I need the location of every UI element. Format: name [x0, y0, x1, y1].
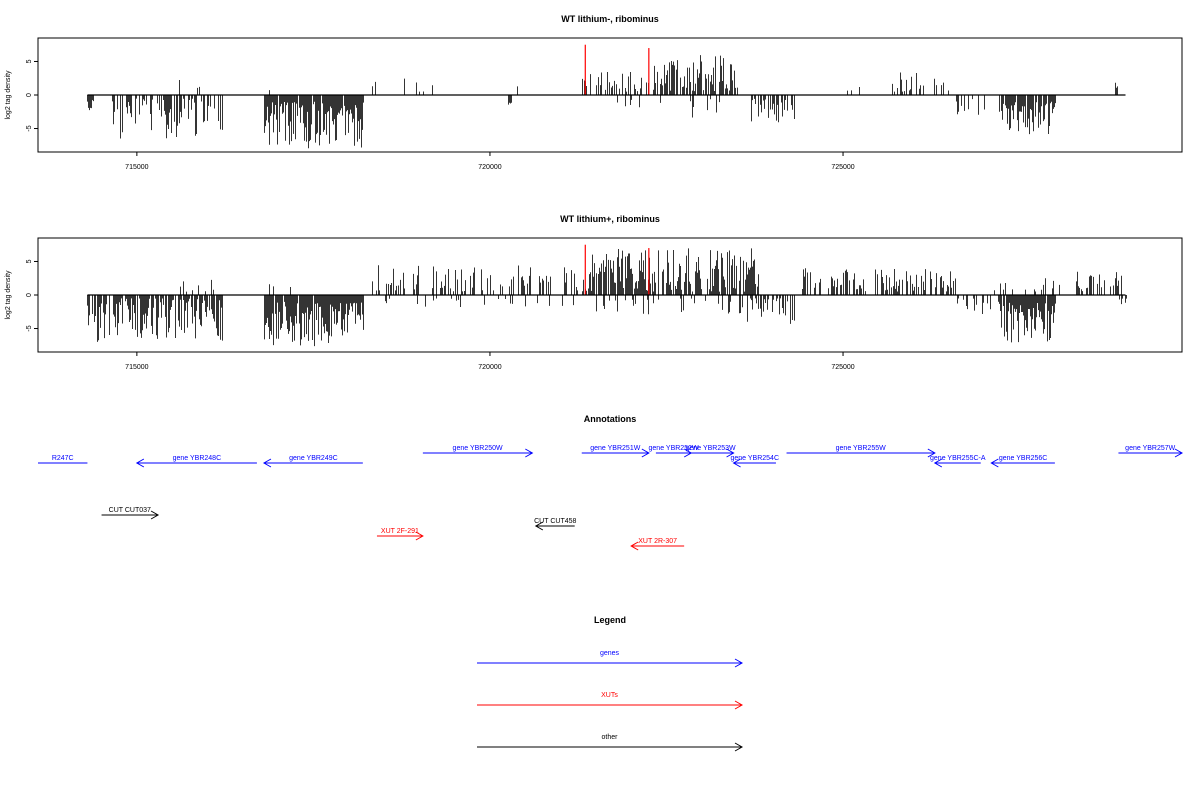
legend: Legend genes XUTs other — [477, 615, 744, 752]
legend-arrowhead — [734, 658, 744, 668]
feature-label: gene YBR256C — [999, 455, 1048, 462]
legend-arrowhead — [734, 742, 744, 752]
feature-label: XUT 2F-291 — [381, 528, 419, 535]
feature-gene: gene YBR253W — [686, 445, 736, 458]
x-tick-label: 725000 — [831, 364, 854, 371]
feature-arrowhead — [732, 458, 741, 468]
legend-arrowhead — [734, 700, 744, 710]
annotations-title: Annotations — [584, 414, 637, 424]
feature-gene: gene YBR251W — [581, 445, 650, 458]
y-tick-label: -5 — [26, 125, 33, 131]
legend-title: Legend — [594, 615, 626, 625]
x-tick-label: 720000 — [478, 164, 501, 171]
feature-gene: gene YBR255C-A — [930, 455, 986, 468]
legend-item-other: other — [477, 734, 744, 752]
signal-bars — [87, 55, 1118, 149]
x-axis: 715000 720000 725000 — [125, 152, 855, 171]
feature-label: gene YBR248C — [173, 455, 222, 462]
feature-arrowhead — [525, 448, 534, 458]
y-axis: -5 0 5 — [26, 259, 38, 332]
feature-label: XUT 2R-307 — [638, 538, 677, 545]
feature-gene: gene YBR250W — [422, 445, 534, 458]
signal-panel-lithium-plus: WT lithium+, ribominus log2 tag density … — [5, 214, 1183, 371]
feature-arrowhead — [990, 458, 999, 468]
feature-arrowhead — [150, 510, 160, 520]
feature-gene: gene YBR255W — [786, 445, 936, 458]
x-tick-label: 715000 — [125, 364, 148, 371]
feature-label: CUT CUT037 — [109, 507, 151, 514]
feature-gene: gene YBR249C — [262, 455, 363, 468]
feature-label: R247C — [52, 455, 74, 462]
legend-label: genes — [600, 650, 620, 657]
feature-gene: gene YBR257W — [1118, 445, 1184, 458]
x-axis: 715000 720000 725000 — [125, 352, 855, 371]
legend-item-xut: XUTs — [477, 692, 744, 710]
feature-gene: gene YBR254C — [730, 455, 779, 468]
legend-item-gene: genes — [477, 650, 744, 668]
x-tick-label: 720000 — [478, 364, 501, 371]
feature-arrowhead — [630, 541, 639, 551]
feature-label: gene YBR257W — [1125, 445, 1175, 452]
y-tick-label: -5 — [26, 325, 33, 331]
legend-items: genes XUTs other — [477, 650, 744, 752]
feature-xut: XUT 2R-307 — [630, 538, 685, 551]
feature-arrowhead — [262, 458, 272, 468]
y-axis-label: log2 tag density — [5, 270, 12, 320]
feature-gene: gene YBR256C — [990, 455, 1055, 468]
feature-label: gene YBR252W — [649, 445, 699, 452]
signal-bars — [87, 248, 1127, 347]
y-tick-label: 5 — [26, 259, 33, 263]
x-tick-label: 715000 — [125, 164, 148, 171]
feature-label: gene YBR255C-A — [930, 455, 986, 462]
feature-arrowhead — [534, 521, 544, 531]
panel-title: WT lithium-, ribominus — [561, 14, 659, 24]
feature-arrowhead — [641, 448, 650, 458]
y-axis-label: log2 tag density — [5, 70, 12, 120]
feature-arrowhead — [726, 448, 735, 458]
legend-label: other — [602, 734, 619, 741]
feature-arrowhead — [1174, 448, 1184, 458]
panel-title: WT lithium+, ribominus — [560, 214, 660, 224]
feature-label: gene YBR255W — [836, 445, 886, 452]
annotation-track: Annotations R247C gene YBR248C gene YBR249… — [38, 414, 1184, 551]
y-tick-label: 5 — [26, 59, 33, 63]
feature-label: gene YBR253W — [686, 445, 736, 452]
feature-xut: XUT 2F-291 — [376, 528, 424, 541]
feature-other: CUT CUT458 — [534, 518, 577, 531]
y-tick-label: 0 — [26, 293, 33, 297]
feature-label: gene YBR251W — [590, 445, 640, 452]
feature-label: gene YBR249C — [289, 455, 338, 462]
feature-label: CUT CUT458 — [534, 518, 576, 525]
feature-label: gene YBR254C — [730, 455, 779, 462]
highlight-marks — [584, 244, 650, 295]
feature-arrowhead — [933, 458, 943, 468]
signal-panel-lithium-minus: WT lithium-, ribominus log2 tag density … — [5, 14, 1183, 171]
y-tick-label: 0 — [26, 93, 33, 97]
feature-list: R247C gene YBR248C gene YBR249C gene YBR250… — [38, 445, 1184, 551]
highlight-marks — [584, 44, 650, 95]
feature-gene: gene YBR248C — [135, 455, 257, 468]
feature-arrowhead — [135, 458, 145, 468]
feature-other: CUT CUT037 — [101, 507, 160, 520]
y-axis: -5 0 5 — [26, 59, 38, 132]
x-tick-label: 725000 — [831, 164, 854, 171]
feature-arrowhead — [927, 448, 936, 458]
feature-label: gene YBR250W — [453, 445, 503, 452]
feature-gene: R247C — [38, 455, 88, 464]
feature-arrowhead — [415, 531, 424, 541]
legend-label: XUTs — [601, 692, 618, 699]
